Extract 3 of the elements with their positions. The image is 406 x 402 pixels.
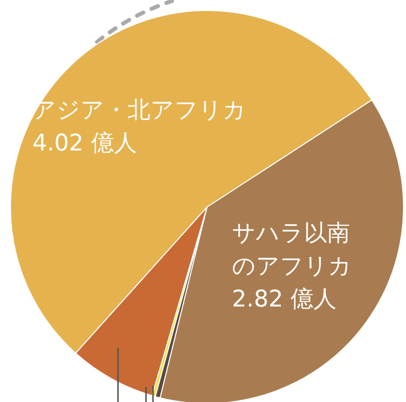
data-label: 2.82 億人 [232,286,336,312]
data-label: 4.02 億人 [32,130,137,156]
slice-label: サハラ以南のアフリカ [232,220,352,280]
